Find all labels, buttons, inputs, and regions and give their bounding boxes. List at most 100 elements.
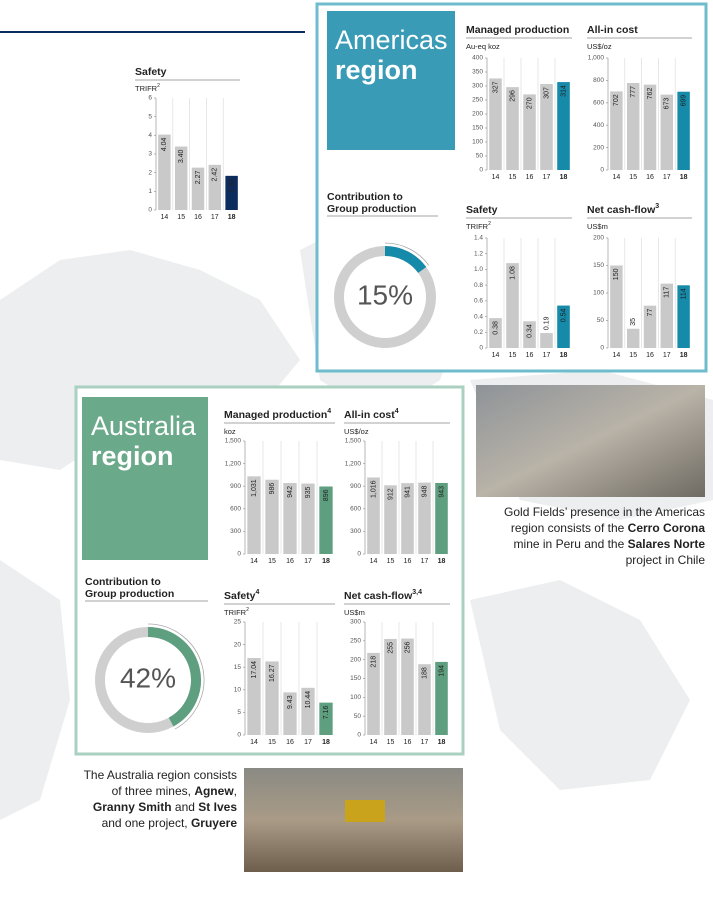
region-word: region — [91, 441, 174, 471]
y-tick-label: 300 — [350, 619, 361, 626]
y-tick-label: 0 — [237, 551, 241, 558]
y-tick-label: 1 — [148, 188, 152, 195]
y-tick-label: 1.0 — [474, 266, 483, 273]
x-tick-label: 15 — [509, 352, 517, 359]
y-tick-label: 1.4 — [474, 235, 483, 242]
y-tick-label: 15 — [234, 664, 242, 671]
chart-title: Managed production — [466, 24, 569, 36]
y-tick-label: 0 — [148, 207, 152, 214]
y-tick-label: 0.2 — [474, 329, 483, 336]
bar — [677, 91, 690, 170]
x-tick-label: 18 — [322, 739, 330, 746]
y-tick-label: 1,000 — [588, 55, 605, 62]
bar — [418, 664, 431, 735]
photo-truck — [345, 800, 385, 822]
value-label: 150 — [613, 268, 620, 280]
x-tick-label: 17 — [421, 558, 429, 565]
y-tick-label: 150 — [350, 675, 361, 682]
y-tick-label: 300 — [230, 528, 241, 535]
y-tick-label: 900 — [350, 483, 361, 490]
value-label: 10.44 — [305, 691, 312, 709]
value-label: 218 — [370, 656, 377, 668]
chart-title: All-in cost — [587, 24, 638, 36]
bar — [557, 305, 570, 348]
value-label: 943 — [438, 486, 445, 498]
caption-bold: Gruyere — [190, 816, 237, 830]
bar — [247, 657, 261, 735]
australia-header — [82, 397, 208, 560]
y-tick-label: 800 — [593, 77, 604, 84]
chart-title: Safety — [466, 204, 498, 216]
unit-text: Au-eq koz — [466, 42, 500, 51]
bar — [435, 661, 448, 735]
bar — [301, 483, 315, 554]
title-text: All-in cost — [344, 409, 395, 421]
x-tick-label: 17 — [543, 352, 551, 359]
x-tick-label: 18 — [438, 739, 446, 746]
y-tick-label: 100 — [350, 694, 361, 701]
y-tick-label: 600 — [593, 100, 604, 107]
bar — [418, 482, 431, 554]
y-tick-label: 900 — [230, 483, 241, 490]
y-tick-label: 0 — [600, 345, 604, 352]
caption: The Australia region consists of three m… — [82, 767, 237, 831]
donut-label: 42% — [120, 662, 176, 693]
value-label: 256 — [404, 641, 411, 653]
x-tick-label: 15 — [387, 558, 395, 565]
bar — [610, 91, 623, 170]
value-label: 1.83 — [228, 179, 235, 193]
y-tick-label: 400 — [593, 122, 604, 129]
title-note: 3 — [655, 203, 659, 210]
bar — [660, 283, 674, 348]
donut-label: 15% — [357, 279, 413, 310]
x-tick-label: 14 — [161, 214, 169, 221]
unit-label: koz — [224, 427, 236, 436]
x-tick-label: 18 — [680, 352, 688, 359]
unit-label: TRIFR2 — [135, 83, 160, 93]
unit-text: US$m — [587, 222, 608, 231]
value-label: 935 — [305, 486, 312, 498]
y-tick-label: 1,500 — [225, 438, 242, 445]
value-label: 2.42 — [212, 168, 219, 182]
caption: Gold Fields’ presence in the Americas re… — [496, 504, 705, 568]
value-label: 4.04 — [161, 137, 168, 151]
chart-title: Contribution to — [327, 191, 403, 203]
value-label: 986 — [269, 483, 276, 495]
value-label: 188 — [421, 667, 428, 679]
y-tick-label: 150 — [472, 125, 483, 132]
donut-segment — [384, 246, 427, 274]
value-label: 9.43 — [287, 695, 294, 709]
chart-title: All-in cost4 — [344, 408, 399, 421]
y-tick-label: 0.4 — [474, 313, 483, 320]
caption-bold: Granny Smith — [92, 800, 172, 814]
value-label: 314 — [560, 85, 567, 97]
unit-label: US$/oz — [344, 427, 369, 436]
caption-bold: Salares Norte — [627, 537, 705, 551]
bar — [283, 483, 297, 554]
bar — [643, 305, 657, 348]
x-tick-label: 17 — [421, 739, 429, 746]
y-tick-label: 300 — [472, 83, 483, 90]
x-tick-label: 18 — [322, 558, 330, 565]
caption-bold: Agnew — [194, 784, 234, 798]
x-tick-label: 15 — [177, 214, 185, 221]
bar — [158, 134, 171, 210]
title-text: Net cash-flow — [587, 204, 656, 216]
donut-segment — [147, 627, 201, 727]
americas-header — [327, 11, 455, 150]
x-tick-label: 14 — [250, 739, 258, 746]
y-tick-label: 1,200 — [225, 460, 242, 467]
bar — [626, 82, 640, 170]
y-tick-label: 400 — [472, 55, 483, 62]
bar — [301, 687, 315, 735]
unit-text: TRIFR — [224, 608, 247, 617]
x-tick-label: 18 — [680, 174, 688, 181]
title-note: 4 — [256, 589, 260, 596]
title-text: All-in cost — [587, 24, 638, 36]
y-tick-label: 4 — [148, 132, 152, 139]
y-tick-label: 600 — [350, 506, 361, 513]
photo-americas — [476, 385, 705, 497]
value-label: 327 — [492, 81, 499, 93]
bar — [660, 94, 674, 170]
